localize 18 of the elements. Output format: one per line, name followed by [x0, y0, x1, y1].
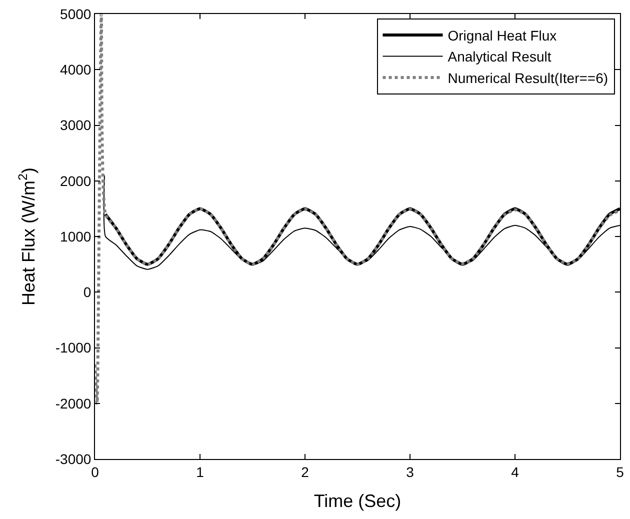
y-tick-label: 2000 — [60, 172, 92, 189]
y-tick-label: 4000 — [60, 62, 92, 78]
y-tick-label: -3000 — [55, 450, 92, 467]
y-tick-label: -2000 — [55, 395, 92, 412]
y-tick-label: 3000 — [60, 117, 92, 134]
x-axis-title: Time (Sec) — [314, 490, 402, 511]
x-tick-label: 4 — [511, 464, 520, 480]
y-tick-label: -1000 — [55, 340, 92, 356]
legend-label: Orignal Heat Flux — [448, 28, 557, 44]
x-tick-label: 5 — [616, 464, 624, 480]
legend-label: Analytical Result — [448, 48, 552, 65]
y-tick-label: 5000 — [60, 6, 92, 22]
x-tick-label: 2 — [301, 464, 310, 480]
y-tick-label: 1000 — [60, 228, 92, 244]
x-tick-label: 1 — [196, 464, 204, 480]
x-tick-label: 3 — [406, 464, 414, 480]
y-tick-label: 0 — [83, 284, 92, 300]
legend-label: Numerical Result(Iter==6) — [448, 70, 608, 86]
